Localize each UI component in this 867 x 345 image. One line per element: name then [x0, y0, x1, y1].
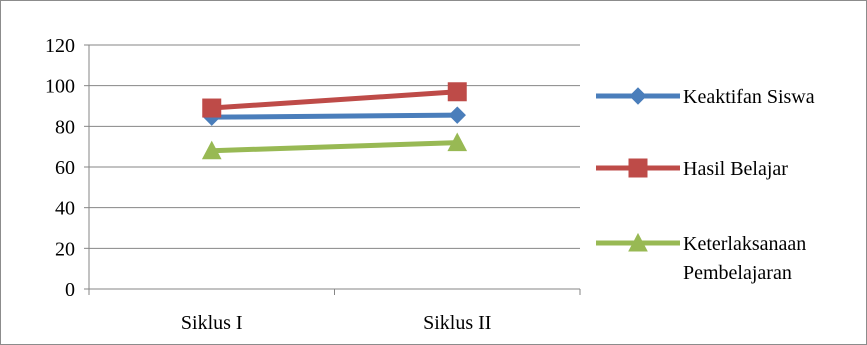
data-point-marker: [447, 82, 467, 102]
series-line: [211, 89, 458, 111]
y-tick-label: 20: [55, 238, 75, 260]
legend-swatch-marker: [629, 87, 647, 105]
legend: Keaktifan Siswa Hasil Belajar Keterlaksa…: [596, 86, 815, 284]
x-tick-label: Siklus II: [423, 312, 491, 334]
gridlines: [89, 44, 580, 249]
y-tick-label: 80: [55, 116, 75, 138]
axes: [84, 44, 581, 295]
data-point-marker: [201, 140, 222, 160]
series-line: [211, 112, 458, 120]
legend-swatch-marker: [628, 232, 648, 252]
legend-label-keaktifan-siswa: Keaktifan Siswa: [683, 86, 815, 108]
y-tick-label: 40: [55, 198, 75, 220]
y-axis-tick-labels: 0 20 40 60 80 100 120: [45, 35, 75, 301]
y-tick-label: 60: [55, 157, 75, 179]
data-point-marker: [448, 106, 466, 124]
legend-label-keterlaksanaan-line2: Pembelajaran: [683, 262, 792, 284]
legend-swatch-marker: [628, 158, 648, 178]
y-tick-label: 0: [65, 279, 75, 301]
series-lines: [201, 82, 468, 160]
y-tick-label: 120: [45, 35, 75, 57]
series-line: [211, 140, 458, 154]
x-tick-label: Siklus I: [181, 312, 243, 334]
data-point-marker: [447, 132, 468, 152]
x-axis-tick-labels: Siklus I Siklus II: [181, 312, 492, 334]
legend-label-hasil-belajar: Hasil Belajar: [683, 158, 788, 180]
data-point-marker: [202, 98, 222, 118]
y-tick-label: 100: [45, 76, 75, 98]
legend-label-keterlaksanaan-line1: Keterlaksanaan: [683, 233, 806, 255]
